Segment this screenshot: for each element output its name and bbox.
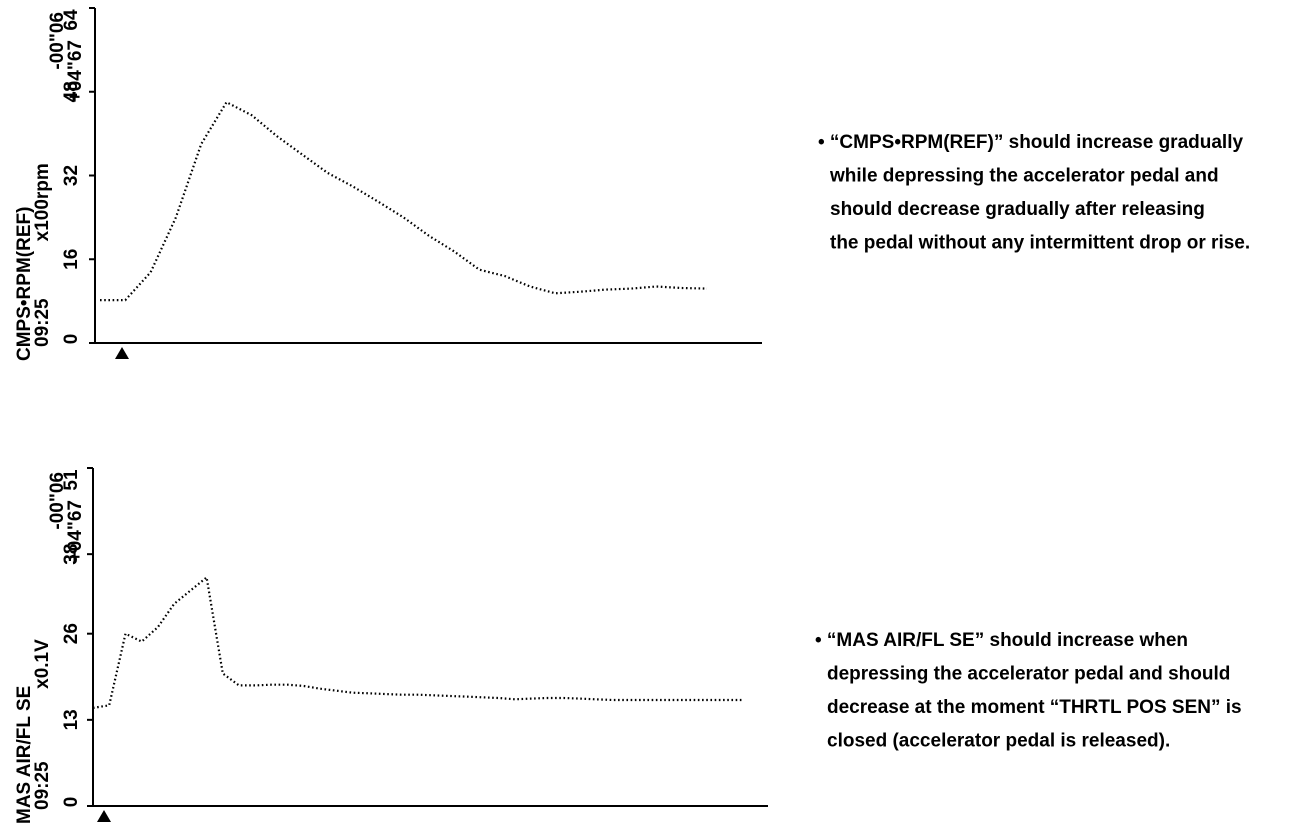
- note-line: while depressing the accelerator pedal a…: [829, 166, 1219, 187]
- note-line: should decrease gradually after releasin…: [830, 199, 1205, 220]
- time-label: 09:25: [32, 298, 53, 347]
- y-tick-label: 32: [61, 165, 82, 186]
- time-label: 09:25: [32, 761, 53, 810]
- cursor-marker: [115, 347, 129, 359]
- unit-label: x100rpm: [32, 163, 53, 241]
- y-axis-title: CMPS•RPM(REF): [14, 207, 35, 361]
- note-line: decrease at the moment “THRTL POS SEN” i…: [827, 697, 1242, 718]
- cursor-label: +04"67: [65, 500, 86, 562]
- note-line: closed (accelerator pedal is released).: [827, 731, 1170, 752]
- y-tick-label: 51: [61, 469, 82, 491]
- note-line: the pedal without any intermittent drop …: [830, 233, 1250, 254]
- y-tick-label: 48: [61, 81, 82, 102]
- y-tick-label: 16: [61, 249, 82, 270]
- cursor-marker: [97, 810, 111, 822]
- data-line: [100, 100, 708, 302]
- note-line: depressing the accelerator pedal and sho…: [827, 664, 1230, 685]
- y-tick-label: 64: [61, 9, 82, 31]
- y-tick-label: 0: [61, 334, 82, 345]
- y-tick-label: 38: [61, 544, 82, 565]
- y-tick-label: 0: [61, 797, 82, 808]
- y-axis-title: MAS AIR/FL SE: [14, 686, 35, 824]
- y-tick-label: 26: [61, 623, 82, 644]
- cursor-label: +04"67: [65, 40, 86, 102]
- note-line: • “MAS AIR/FL SE” should increase when: [815, 630, 1188, 651]
- data-line: [92, 575, 742, 709]
- cursor-label: -00"06: [47, 472, 68, 530]
- note-line: • “CMPS•RPM(REF)” should increase gradua…: [818, 132, 1243, 153]
- cursor-label: -00"06: [47, 12, 68, 70]
- unit-label: x0.1V: [32, 639, 53, 689]
- y-tick-label: 13: [61, 709, 82, 730]
